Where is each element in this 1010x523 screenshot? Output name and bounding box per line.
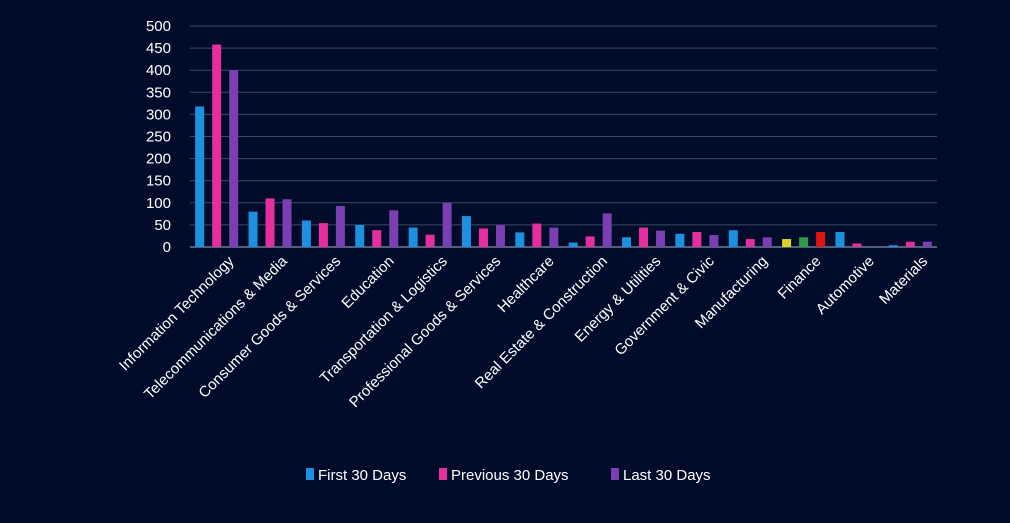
bar-first-30-days (408, 227, 418, 247)
bar-previous-30-days (318, 223, 328, 247)
bar-first-30-days (248, 211, 258, 247)
y-tick-label: 200 (146, 151, 171, 168)
legend-swatch (611, 468, 619, 480)
bars (195, 44, 932, 248)
bar-previous-30-days (852, 243, 862, 247)
legend-label: Last 30 Days (623, 467, 711, 484)
bar-previous-30-days (425, 234, 435, 247)
bar-first-30-days (675, 233, 685, 247)
y-tick-label: 300 (146, 106, 171, 123)
bar-first-30-days (355, 224, 365, 247)
bar-last-30-days (442, 202, 452, 247)
x-tick-label: Automotive (813, 253, 878, 318)
bar-previous-30-days (532, 223, 542, 247)
bar-last-30-days (335, 205, 345, 247)
legend-item-last-30-days: Last 30 Days (611, 467, 711, 484)
bar-last-30-days (389, 210, 399, 247)
y-tick-label: 100 (146, 195, 171, 212)
legend-item-first-30-days: First 30 Days (306, 467, 406, 484)
y-tick-label: 500 (146, 18, 171, 35)
bar-previous-30-days (212, 44, 222, 248)
bar-last-30-days (549, 227, 559, 247)
x-tick-label: Materials (876, 253, 931, 308)
bar-first-30-days (622, 237, 632, 247)
bar-first-30-days (835, 231, 845, 247)
bar-previous-30-days (372, 230, 382, 247)
y-tick-label: 250 (146, 129, 171, 146)
bar-previous-30-days (905, 241, 915, 247)
y-tick-label: 400 (146, 62, 171, 79)
bar-first-30-days (515, 232, 525, 247)
bar-first-30-days (301, 220, 311, 247)
gridlines (190, 25, 937, 248)
bar-previous-30-days (478, 228, 488, 247)
y-tick-label: 150 (146, 173, 171, 190)
bar-previous-30-days (799, 237, 809, 247)
legend-swatch (439, 468, 447, 480)
bar-first-30-days (195, 106, 205, 247)
y-axis-ticks: 0 50 100 150 200 250 300 350 400 450 500 (146, 18, 171, 256)
x-axis-labels: Information TechnologyTelecommunications… (116, 252, 931, 411)
legend-label: Previous 30 Days (451, 467, 569, 484)
y-tick-label: 50 (154, 217, 171, 234)
bar-last-30-days (495, 224, 505, 247)
bar-last-30-days (656, 230, 666, 247)
bar-first-30-days (461, 216, 471, 247)
y-tick-label: 0 (163, 239, 171, 256)
bar-first-30-days (888, 245, 898, 247)
bar-previous-30-days (639, 227, 649, 247)
legend-item-previous-30-days: Previous 30 Days (439, 467, 569, 484)
y-tick-label: 350 (146, 84, 171, 101)
bar-last-30-days (282, 199, 292, 247)
bar-last-30-days (762, 237, 772, 247)
bar-first-30-days (728, 230, 738, 247)
bar-first-30-days (782, 239, 792, 247)
bar-previous-30-days (585, 236, 595, 247)
bar-previous-30-days (745, 239, 755, 247)
bar-last-30-days (602, 213, 612, 247)
bar-previous-30-days (265, 198, 275, 247)
bar-last-30-days (709, 235, 719, 247)
bar-last-30-days (816, 231, 826, 247)
x-tick-label: Government & Civic (611, 252, 718, 359)
bar-last-30-days (922, 241, 932, 247)
legend: First 30 Days Previous 30 Days Last 30 Day… (306, 467, 711, 484)
bar-first-30-days (568, 242, 578, 247)
x-tick-label: Finance (775, 253, 825, 303)
legend-swatch (306, 468, 314, 480)
bar-last-30-days (229, 70, 239, 247)
bar-previous-30-days (692, 231, 702, 247)
y-tick-label: 450 (146, 40, 171, 57)
legend-label: First 30 Days (318, 467, 406, 484)
